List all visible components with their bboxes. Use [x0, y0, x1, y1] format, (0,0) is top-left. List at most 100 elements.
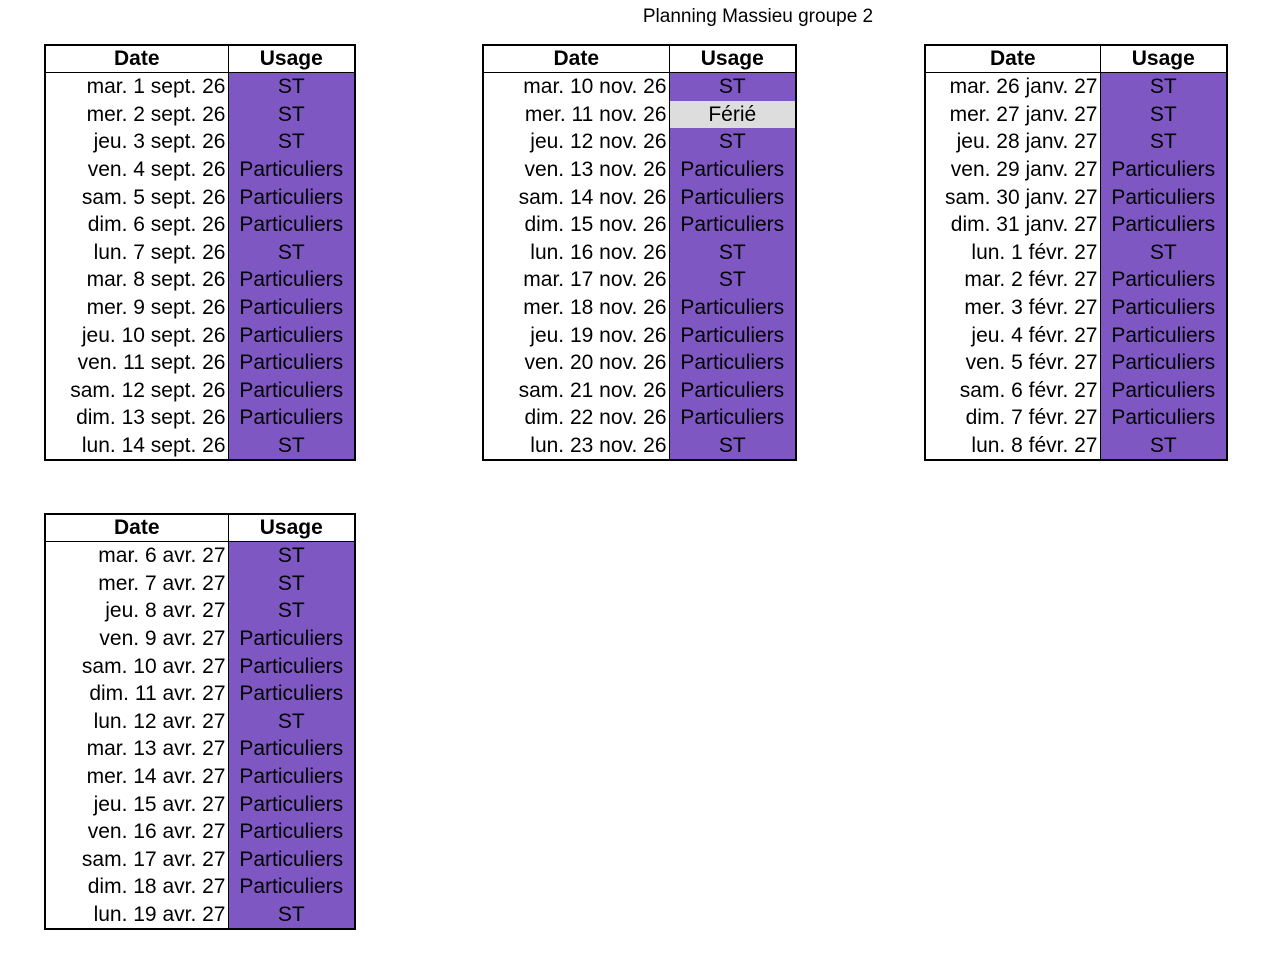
usage-cell: ST — [1099, 238, 1227, 267]
usage-cell: Particuliers — [227, 873, 355, 901]
table-row: dim. 6 sept. 26 Particuliers — [45, 210, 355, 239]
date-cell: ven. 20 nov. 26 — [483, 348, 669, 377]
date-cell: dim. 13 sept. 26 — [45, 404, 228, 432]
date-cell: lun. 1 févr. 27 — [925, 238, 1100, 267]
usage-cell: Particuliers — [1099, 376, 1227, 405]
date-cell: ven. 5 févr. 27 — [925, 348, 1100, 377]
table-row: lun. 8 févr. 27 ST — [925, 431, 1227, 461]
date-cell: jeu. 8 avr. 27 — [45, 597, 228, 625]
usage-cell: ST — [668, 72, 796, 101]
table-row: ven. 5 févr. 27 Particuliers — [925, 348, 1227, 377]
table-row: sam. 10 avr. 27 Particuliers — [45, 652, 355, 680]
table-row: lun. 1 févr. 27 ST — [925, 238, 1227, 267]
date-cell: mar. 2 févr. 27 — [925, 266, 1100, 294]
usage-cell: Particuliers — [227, 183, 355, 211]
date-cell: ven. 11 sept. 26 — [45, 348, 228, 377]
usage-cell: Particuliers — [668, 321, 796, 349]
table-row: ven. 16 avr. 27 Particuliers — [45, 817, 355, 846]
usage-cell: ST — [227, 597, 355, 625]
usage-cell: Particuliers — [668, 376, 796, 405]
table-row: mer. 7 avr. 27 ST — [45, 569, 355, 598]
usage-cell: ST — [227, 72, 355, 101]
date-cell: lun. 12 avr. 27 — [45, 707, 228, 736]
table-row: mar. 1 sept. 26 ST — [45, 72, 355, 101]
usage-cell: Particuliers — [227, 790, 355, 818]
table-row: mar. 2 févr. 27 Particuliers — [925, 266, 1227, 294]
usage-cell: Particuliers — [227, 404, 355, 432]
table-row: sam. 17 avr. 27 Particuliers — [45, 845, 355, 874]
usage-cell: Particuliers — [227, 155, 355, 184]
date-cell: lun. 7 sept. 26 — [45, 238, 228, 267]
table-row: ven. 13 nov. 26 Particuliers — [483, 155, 796, 184]
table-row: jeu. 28 janv. 27 ST — [925, 128, 1227, 156]
date-cell: mer. 3 févr. 27 — [925, 293, 1100, 322]
usage-cell: Particuliers — [227, 348, 355, 377]
date-cell: jeu. 15 avr. 27 — [45, 790, 228, 818]
planning-table-november: Date Usage mar. 10 nov. 26 ST mer. 11 nov.… — [482, 44, 797, 462]
table-row: ven. 9 avr. 27 Particuliers — [45, 624, 355, 653]
usage-cell: Particuliers — [227, 266, 355, 294]
usage-cell: Particuliers — [227, 817, 355, 846]
date-cell: lun. 19 avr. 27 — [45, 900, 228, 930]
planning-table-april: Date Usage mar. 6 avr. 27 ST mer. 7 avr. 2… — [44, 513, 356, 931]
usage-column-header: Usage — [1099, 45, 1227, 73]
date-cell: ven. 16 avr. 27 — [45, 817, 228, 846]
usage-cell: Férié — [668, 100, 796, 129]
usage-cell: ST — [227, 707, 355, 736]
usage-column-header: Usage — [668, 45, 796, 73]
usage-column-header: Usage — [227, 45, 355, 73]
usage-cell: Particuliers — [227, 624, 355, 653]
date-cell: dim. 15 nov. 26 — [483, 210, 669, 239]
usage-cell: ST — [668, 238, 796, 267]
usage-cell: Particuliers — [1099, 404, 1227, 432]
usage-cell: ST — [227, 569, 355, 598]
table-header-row: Date Usage — [45, 514, 355, 542]
table-row: mar. 13 avr. 27 Particuliers — [45, 735, 355, 763]
usage-cell: Particuliers — [227, 679, 355, 708]
table-row: lun. 12 avr. 27 ST — [45, 707, 355, 736]
table-row: mer. 9 sept. 26 Particuliers — [45, 293, 355, 322]
table-row: dim. 11 avr. 27 Particuliers — [45, 679, 355, 708]
table-row: jeu. 19 nov. 26 Particuliers — [483, 321, 796, 349]
table-row: ven. 11 sept. 26 Particuliers — [45, 348, 355, 377]
usage-cell: ST — [227, 900, 355, 930]
table-row: jeu. 12 nov. 26 ST — [483, 128, 796, 156]
table-row: mer. 2 sept. 26 ST — [45, 100, 355, 129]
date-cell: mer. 14 avr. 27 — [45, 762, 228, 791]
usage-cell: ST — [227, 128, 355, 156]
usage-cell: Particuliers — [668, 293, 796, 322]
table-row: jeu. 15 avr. 27 Particuliers — [45, 790, 355, 818]
usage-cell: ST — [1099, 128, 1227, 156]
usage-cell: Particuliers — [227, 376, 355, 405]
table-row: dim. 15 nov. 26 Particuliers — [483, 210, 796, 239]
usage-cell: Particuliers — [227, 652, 355, 680]
usage-cell: ST — [668, 266, 796, 294]
table-row: mar. 17 nov. 26 ST — [483, 266, 796, 294]
table-row: sam. 5 sept. 26 Particuliers — [45, 183, 355, 211]
date-cell: dim. 11 avr. 27 — [45, 679, 228, 708]
date-cell: dim. 6 sept. 26 — [45, 210, 228, 239]
usage-cell: Particuliers — [668, 348, 796, 377]
date-cell: sam. 17 avr. 27 — [45, 845, 228, 874]
date-column-header: Date — [925, 45, 1100, 73]
table-row: dim. 18 avr. 27 Particuliers — [45, 873, 355, 901]
usage-cell: ST — [1099, 100, 1227, 129]
table-row: sam. 14 nov. 26 Particuliers — [483, 183, 796, 211]
table-row: mer. 27 janv. 27 ST — [925, 100, 1227, 129]
usage-cell: ST — [1099, 72, 1227, 101]
date-cell: ven. 4 sept. 26 — [45, 155, 228, 184]
table-row: jeu. 8 avr. 27 ST — [45, 597, 355, 625]
date-column-header: Date — [45, 45, 228, 73]
usage-cell: Particuliers — [1099, 348, 1227, 377]
table-row: mer. 18 nov. 26 Particuliers — [483, 293, 796, 322]
table-row: ven. 29 janv. 27 Particuliers — [925, 155, 1227, 184]
date-cell: sam. 12 sept. 26 — [45, 376, 228, 405]
date-cell: mer. 9 sept. 26 — [45, 293, 228, 322]
date-cell: sam. 5 sept. 26 — [45, 183, 228, 211]
table-row: mar. 8 sept. 26 Particuliers — [45, 266, 355, 294]
table-row: jeu. 3 sept. 26 ST — [45, 128, 355, 156]
usage-cell: ST — [668, 431, 796, 461]
usage-cell: Particuliers — [1099, 155, 1227, 184]
table-row: dim. 22 nov. 26 Particuliers — [483, 404, 796, 432]
date-cell: mer. 2 sept. 26 — [45, 100, 228, 129]
